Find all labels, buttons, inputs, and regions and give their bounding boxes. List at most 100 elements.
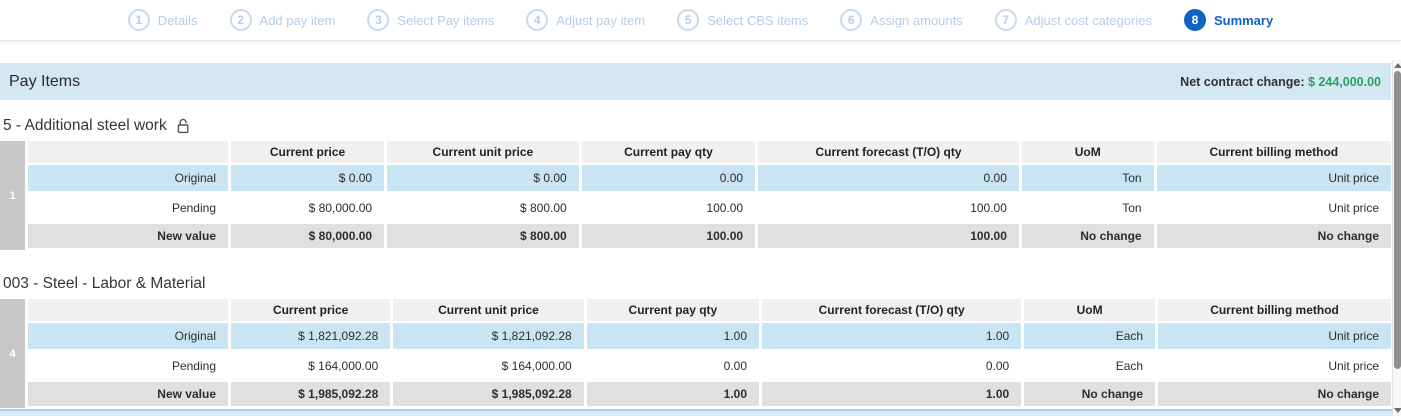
cell: Each: [1021, 351, 1156, 380]
cell: $ 0.00: [228, 165, 385, 191]
step-add-pay-item[interactable]: 2 Add pay item: [229, 9, 336, 31]
step-select-cbs-items[interactable]: 5 Select CBS items: [677, 9, 808, 31]
step-assign-amounts[interactable]: 6 Assign amounts: [840, 9, 963, 31]
cell: Unit price: [1155, 323, 1391, 349]
next-section-edge: [0, 409, 1401, 416]
row-number-badge: 1: [0, 141, 25, 250]
cell: $ 1,985,092.28: [390, 382, 584, 406]
row-label: New value: [28, 224, 228, 248]
step-number: 8: [1183, 9, 1206, 31]
table-header-row: Current price Current unit price Current…: [28, 299, 1391, 321]
step-number: 5: [677, 9, 700, 31]
cell: 1.00: [583, 323, 760, 349]
cell: 0.00: [578, 165, 756, 191]
cell: $ 800.00: [384, 224, 579, 248]
cell-changed: $ 80,000.00: [228, 193, 385, 222]
step-summary[interactable]: 8 Summary: [1183, 9, 1274, 31]
col-current-unit-price: Current unit price: [384, 141, 579, 163]
col-current-price: Current price: [228, 299, 391, 321]
cell: 1.00: [759, 323, 1022, 349]
cell: Unit price: [1153, 165, 1391, 191]
col-uom: UoM: [1021, 299, 1156, 321]
step-details[interactable]: 1 Details: [127, 9, 198, 31]
cell: No change: [1018, 224, 1154, 248]
col-current-billing-method: Current billing method: [1153, 141, 1391, 163]
step-label: Select Pay items: [397, 12, 495, 28]
cell: 0.00: [759, 351, 1022, 380]
wizard-stepper: 1 Details 2 Add pay item 3 Select Pay it…: [0, 0, 1401, 40]
pay-item-name: 003 - Steel - Labor & Material: [3, 274, 206, 292]
cell: 100.00: [755, 224, 1019, 248]
cell: $ 80,000.00: [228, 224, 385, 248]
col-current-unit-price: Current unit price: [390, 299, 584, 321]
cell-changed: $ 800.00: [384, 193, 579, 222]
step-adjust-cost-categories[interactable]: 7 Adjust cost categories: [994, 9, 1152, 31]
net-contract-change-value: $ 244,000.00: [1308, 74, 1381, 89]
cell: $ 0.00: [384, 165, 579, 191]
step-label: Select CBS items: [707, 12, 809, 28]
step-select-pay-items[interactable]: 3 Select Pay items: [367, 9, 494, 31]
step-label: Assign amounts: [870, 12, 963, 28]
step-number: 4: [526, 9, 549, 31]
row-number-badge: 4: [0, 299, 25, 408]
cell-changed: $ 164,000.00: [390, 351, 584, 380]
cell: No change: [1153, 224, 1391, 248]
col-current-price: Current price: [228, 141, 385, 163]
cell-changed: $ 164,000.00: [228, 351, 391, 380]
pay-item-name: 5 - Additional steel work: [3, 116, 167, 134]
page-title: Pay Items: [9, 72, 81, 90]
cell: $ 1,985,092.28: [228, 382, 391, 406]
cell: Each: [1021, 323, 1156, 349]
cell: Unit price: [1155, 351, 1391, 380]
cell: 1.00: [583, 382, 760, 406]
step-label: Adjust cost categories: [1024, 12, 1152, 28]
cell: No change: [1021, 382, 1156, 406]
col-current-pay-qty: Current pay qty: [578, 141, 756, 163]
step-number: 1: [127, 9, 150, 31]
pay-item-title-1: 5 - Additional steel work: [3, 115, 1391, 136]
row-label: Original: [28, 323, 228, 349]
row-label: Original: [28, 165, 228, 191]
col-current-billing-method: Current billing method: [1155, 299, 1391, 321]
step-label: Details: [157, 12, 198, 28]
pay-item-title-2: 003 - Steel - Labor & Material: [3, 273, 1391, 294]
row-label: New value: [28, 382, 228, 406]
step-label: Adjust pay item: [556, 12, 646, 28]
table-row-pending: Pending $ 80,000.00 $ 800.00 100.00 100.…: [28, 193, 1391, 222]
table-header-row: Current price Current unit price Current…: [28, 141, 1391, 163]
cell-changed: 100.00: [755, 193, 1019, 222]
cell: 1.00: [759, 382, 1022, 406]
cell: Unit price: [1153, 193, 1391, 222]
step-number: 7: [994, 9, 1017, 31]
step-number: 2: [229, 9, 252, 31]
cell: $ 1,821,092.28: [228, 323, 391, 349]
step-label: Summary: [1213, 12, 1274, 28]
pay-item-table-1: 1 Current price Current unit price Curre…: [0, 141, 1391, 250]
cell: $ 1,821,092.28: [390, 323, 584, 349]
label-column-header: [28, 141, 228, 163]
vertical-scrollbar[interactable]: [1392, 60, 1401, 416]
table-row-new-value: New value $ 80,000.00 $ 800.00 100.00 10…: [28, 224, 1391, 248]
table-row-new-value: New value $ 1,985,092.28 $ 1,985,092.28 …: [28, 382, 1391, 406]
pay-items-header-bar: Pay Items Net contract change: $ 244,000…: [0, 63, 1391, 100]
cell: 0.00: [583, 351, 760, 380]
col-current-pay-qty: Current pay qty: [583, 299, 760, 321]
scroll-up-arrow-icon[interactable]: [1394, 63, 1401, 68]
step-adjust-pay-item[interactable]: 4 Adjust pay item: [526, 9, 645, 31]
cell: Ton: [1018, 193, 1154, 222]
scroll-down-arrow-icon[interactable]: [1394, 408, 1401, 413]
step-number: 6: [840, 9, 863, 31]
table-row-original: Original $ 1,821,092.28 $ 1,821,092.28 1…: [28, 323, 1391, 349]
table-row-original: Original $ 0.00 $ 0.00 0.00 0.00 Ton Uni…: [28, 165, 1391, 191]
col-current-forecast-qty: Current forecast (T/O) qty: [759, 299, 1022, 321]
cell-changed: 100.00: [578, 193, 756, 222]
cell: 100.00: [578, 224, 756, 248]
label-column-header: [28, 299, 228, 321]
scrollbar-thumb[interactable]: [1394, 71, 1401, 369]
table-row-pending: Pending $ 164,000.00 $ 164,000.00 0.00 0…: [28, 351, 1391, 380]
unlock-icon: [176, 118, 190, 134]
pay-item-table-2: 4 Current price Current unit price Curre…: [0, 299, 1391, 408]
row-label: Pending: [28, 193, 228, 222]
step-label: Add pay item: [259, 12, 336, 28]
step-number: 3: [367, 9, 390, 31]
